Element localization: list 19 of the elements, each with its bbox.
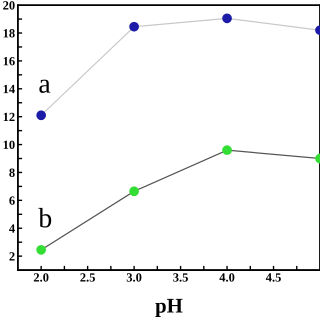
series-label: a <box>39 80 50 93</box>
y-tick-label: 2 <box>9 252 15 260</box>
y-tick-label: 20 <box>3 1 15 10</box>
y-tick-label: 10 <box>4 140 15 150</box>
x-tick-label: 4.5 <box>266 273 281 282</box>
y-tick-label: 8 <box>9 168 15 177</box>
y-tick-label: 4 <box>9 224 15 233</box>
x-tick-label: 4.0 <box>219 273 234 282</box>
y-tick-label: 12 <box>4 112 15 122</box>
y-tick-label: 18 <box>4 29 15 38</box>
series-label: b <box>38 208 52 228</box>
x-tick-label: 2.5 <box>80 273 95 282</box>
x-tick-label: 3.0 <box>126 273 142 282</box>
y-tick-label: 16 <box>4 56 15 66</box>
y-tick-label: 14 <box>4 84 15 94</box>
x-tick-label: 2.0 <box>34 273 48 282</box>
x-tick-label: 3.5 <box>173 273 188 282</box>
x-axis-title: pH <box>155 298 183 317</box>
y-tick-label: 6 <box>9 196 15 205</box>
